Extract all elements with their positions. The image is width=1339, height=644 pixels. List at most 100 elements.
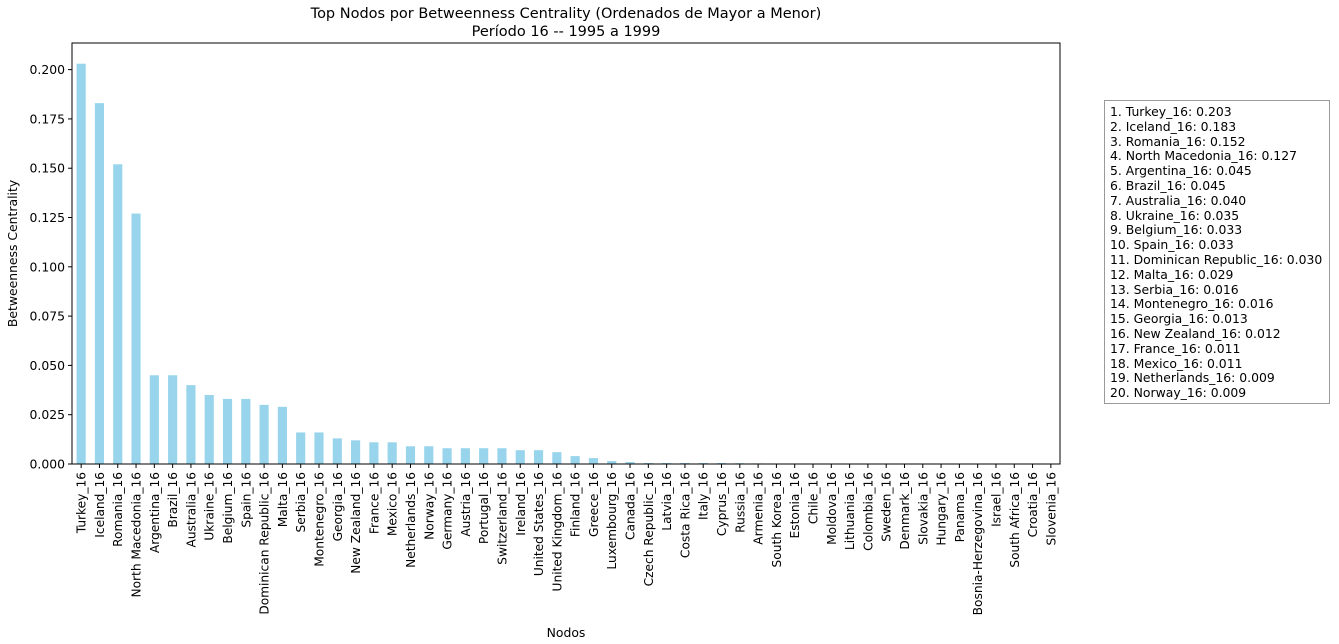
x-tick-label: Luxembourg_16 <box>605 472 619 570</box>
legend-entry: 20. Norway_16: 0.009 <box>1110 385 1247 401</box>
y-tick-label: 0.175 <box>30 111 65 126</box>
bar-19 <box>424 446 434 464</box>
y-tick-label: 0.075 <box>30 309 65 324</box>
bar-4 <box>149 375 159 464</box>
x-tick-label: Ukraine_16 <box>203 472 217 541</box>
y-tick-label: 0.025 <box>30 407 65 422</box>
legend-entry: 8. Ukraine_16: 0.035 <box>1110 207 1240 223</box>
x-tick-label: North Macedonia_16 <box>130 472 144 598</box>
x-tick-label: Cyprus_16 <box>715 472 729 536</box>
bar-3 <box>131 213 141 464</box>
ranking-legend: 1. Turkey_16: 0.203 2. Iceland_16: 0.183 3… <box>1104 100 1330 404</box>
bar-9 <box>241 398 251 464</box>
legend-entry: 3. Romania_16: 0.152 <box>1110 133 1246 149</box>
legend-entry: 10. Spain_16: 0.033 <box>1110 237 1234 253</box>
x-tick-label: Slovenia_16 <box>1044 472 1058 545</box>
x-tick-label: New Zealand_16 <box>349 472 363 574</box>
x-tick-label: Mexico_16 <box>386 472 400 536</box>
bar-12 <box>296 432 306 464</box>
x-tick-label: Panama_16 <box>953 472 967 542</box>
x-tick-label: Iceland_16 <box>93 472 107 538</box>
x-tick-label: Georgia_16 <box>331 472 345 541</box>
legend-entry: 6. Brazil_16: 0.045 <box>1110 177 1226 193</box>
y-tick-label: 0.000 <box>30 457 66 472</box>
x-tick-label: Argentina_16 <box>148 472 162 553</box>
y-tick-label: 0.100 <box>30 259 66 274</box>
bar-23 <box>497 448 507 464</box>
legend-entry: 2. Iceland_16: 0.183 <box>1110 118 1237 134</box>
x-tick-label: Dominican Republic_16 <box>258 472 272 615</box>
x-tick-label: Serbia_16 <box>294 472 308 532</box>
chart-subtitle: Período 16 -- 1995 a 1999 <box>472 24 661 40</box>
x-tick-label: Canada_16 <box>624 472 638 540</box>
bar-13 <box>314 432 324 464</box>
legend-entry: 9. Belgium_16: 0.033 <box>1110 222 1243 238</box>
bar-1 <box>94 103 105 465</box>
bar-24 <box>515 450 525 464</box>
x-tick-label: Russia_16 <box>733 472 747 533</box>
legend-entry: 7. Australia_16: 0.040 <box>1110 192 1247 208</box>
x-tick-label: Slovakia_16 <box>916 472 930 545</box>
bar-22 <box>479 448 489 464</box>
x-tick-label: Germany_16 <box>441 472 455 550</box>
legend-entry: 13. Serbia_16: 0.016 <box>1110 281 1239 297</box>
bar-28 <box>588 458 599 464</box>
x-tick-label: Czech Republic_16 <box>642 472 656 586</box>
chart-title: Top Nodos por Betweenness Centrality (Or… <box>310 6 822 22</box>
legend-entry: 19. Netherlands_16: 0.009 <box>1110 370 1275 386</box>
y-axis-label: Betweenness Centrality <box>5 180 20 327</box>
bar-10 <box>259 404 269 464</box>
x-tick-label: Spain_16 <box>239 472 253 528</box>
x-tick-label: Latvia_16 <box>660 472 674 531</box>
x-tick-label: Austria_16 <box>459 472 473 537</box>
x-tick-label: Ireland_16 <box>514 472 528 536</box>
x-tick-label: Estonia_16 <box>788 472 802 538</box>
x-tick-label: Greece_16 <box>587 472 601 537</box>
legend-entry: 5. Argentina_16: 0.045 <box>1110 163 1252 179</box>
y-tick-label: 0.050 <box>30 358 66 373</box>
x-tick-label: Brazil_16 <box>166 472 180 528</box>
x-tick-label: Croatia_16 <box>1026 472 1040 537</box>
x-tick-label: Malta_16 <box>276 472 290 527</box>
bar-2 <box>113 164 123 464</box>
x-tick-label: Costa Rica_16 <box>678 472 692 558</box>
x-tick-label: Turkey_16 <box>75 472 89 534</box>
x-tick-label: Moldova_16 <box>825 472 839 545</box>
y-tick-label: 0.200 <box>30 62 66 77</box>
bar-11 <box>277 406 287 464</box>
bar-0 <box>76 63 86 464</box>
bar-15 <box>351 440 361 464</box>
x-tick-label: Denmark_16 <box>898 472 912 550</box>
bar-17 <box>387 442 397 464</box>
x-tick-label: Chile_16 <box>807 472 821 524</box>
x-tick-label: Norway_16 <box>422 472 436 540</box>
x-tick-label: Netherlands_16 <box>404 472 418 568</box>
x-tick-label: United Kingdom_16 <box>550 472 564 591</box>
x-tick-label: Australia_16 <box>184 472 198 548</box>
x-tick-label: Lithuania_16 <box>843 472 857 550</box>
x-tick-label: Bosnia-Herzegovina_16 <box>971 472 985 615</box>
legend-entry: 16. New Zealand_16: 0.012 <box>1110 325 1281 341</box>
bar-21 <box>460 448 470 464</box>
x-tick-label: Portugal_16 <box>477 472 491 544</box>
bar-20 <box>442 448 452 464</box>
bar-8 <box>222 398 233 464</box>
bar-6 <box>186 385 196 464</box>
y-tick-label: 0.150 <box>30 161 66 176</box>
bar-14 <box>332 438 342 464</box>
x-axis-label: Nodos <box>547 625 586 640</box>
bar-7 <box>204 394 214 464</box>
x-tick-label: Israel_16 <box>989 472 1003 527</box>
legend-entry: 1. Turkey_16: 0.203 <box>1110 104 1232 119</box>
legend-entry: 15. Georgia_16: 0.013 <box>1110 311 1248 327</box>
bar-29 <box>607 461 617 464</box>
bar-16 <box>369 442 379 464</box>
legend-entry: 17. France_16: 0.011 <box>1110 340 1241 356</box>
x-tick-label: Hungary_16 <box>935 472 949 546</box>
ranking-legend-list: 1. Turkey_16: 0.203 2. Iceland_16: 0.183 3… <box>1110 104 1329 401</box>
bars-layer <box>76 63 1056 465</box>
x-tick-label: United States_16 <box>532 472 546 576</box>
x-tick-label: South Korea_16 <box>770 472 784 567</box>
bar-30 <box>625 462 635 464</box>
x-tick-label: South Africa_16 <box>1008 472 1022 568</box>
